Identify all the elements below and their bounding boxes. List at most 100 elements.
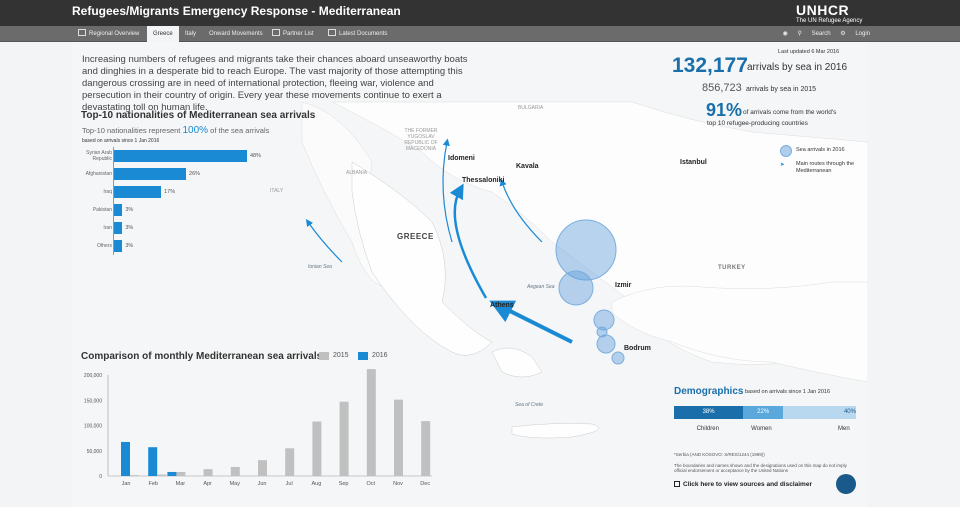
nationality-bar[interactable] [114, 204, 123, 216]
nationalities-subtitle-pct: 100% [182, 125, 209, 136]
nationality-bar[interactable] [114, 222, 123, 234]
month-bar-2015[interactable] [258, 460, 267, 476]
nationality-row: Syrian Arab Republic 48% [72, 150, 272, 162]
legend-routes: Main routes through the Mediterranean [796, 161, 855, 174]
nationality-label: Iran [103, 225, 112, 231]
nationality-value: 3% [125, 243, 134, 249]
nationality-label: Afghanistan [85, 171, 112, 177]
tab-onward-movements[interactable]: Onward Movements [203, 26, 269, 42]
demographics-title: Demographics [674, 386, 744, 397]
month-bar-2015[interactable] [176, 472, 186, 476]
month-bar-2016[interactable] [167, 471, 177, 476]
nationality-value: 17% [164, 189, 176, 195]
nationality-value: 48% [250, 153, 262, 159]
x-tick-label: Jan [122, 481, 131, 487]
demographic-label: Women [751, 426, 772, 432]
sources-link[interactable]: Click here to view sources and disclaime… [674, 481, 812, 488]
y-tick-label: 150,000 [84, 398, 102, 404]
country-greece: GREECE [397, 232, 434, 241]
sea-aegean: Aegean Sea [527, 284, 555, 290]
month-bar-2015[interactable] [394, 399, 403, 476]
tab-latest-documents[interactable]: Latest Documents [322, 26, 393, 42]
month-bar-2015[interactable] [203, 469, 213, 476]
x-tick-label: May [230, 481, 241, 487]
country-macedonia: THE FORMER YUGOSLAV REPUBLIC OF MACEDONI… [404, 128, 438, 152]
nav-right: ◉ ⚲ Search ⚙ Login [775, 26, 870, 42]
nationalities-subtitle-text: Top-10 nationalities represent [82, 126, 181, 135]
logo-name: UNHCR [796, 2, 850, 18]
city-athens[interactable]: Athens [490, 302, 514, 309]
arrivals-2016-value: 132,177 [672, 54, 748, 77]
tab-regional-overview[interactable]: Regional Overview [72, 26, 145, 42]
country-albania: ALBANIA [346, 170, 368, 176]
city-istanbul[interactable]: Istanbul [680, 159, 707, 166]
month-bar-2015[interactable] [339, 401, 349, 476]
nationalities-subtitle-end: of the sea arrivals [210, 126, 270, 135]
x-tick-label: Dec [420, 481, 430, 487]
tab-partner-list[interactable]: Partner List [266, 26, 320, 42]
home-icon [78, 29, 86, 36]
refugee-pct-value: 91% [706, 100, 743, 120]
sources-label: Click here to view sources and disclaime… [683, 481, 812, 488]
city-bodrum[interactable]: Bodrum [624, 345, 651, 352]
search-link[interactable]: ⚲ Search [797, 31, 831, 37]
month-bar-2016[interactable] [148, 447, 158, 476]
nationality-bar[interactable] [114, 240, 123, 252]
nationality-bar[interactable] [114, 150, 247, 162]
legend-2015-swatch [319, 352, 329, 360]
tab-label: Greece [153, 31, 173, 37]
nationality-value: 3% [125, 225, 134, 231]
tab-label: Onward Movements [209, 31, 263, 37]
demographic-label: Children [696, 426, 719, 432]
map[interactable]: 0 50,000 100,000 150,000 200,000 Jan Feb Mar Apr… [72, 42, 868, 507]
y-tick-label: 200,000 [84, 373, 102, 379]
nationality-bar[interactable] [114, 186, 162, 198]
city-thessaloniki[interactable]: Thessaloniki [462, 177, 505, 184]
x-tick-label: Jul [286, 481, 293, 487]
arrivals-legend-icon [780, 145, 792, 157]
month-bar-2015[interactable] [130, 475, 139, 476]
x-tick-label: Apr [203, 481, 212, 487]
month-bar-2015[interactable] [285, 448, 295, 476]
demographics-note: based on arrivals since 1 Jan 2016 [745, 389, 830, 395]
nationality-row: Iran 3% [72, 222, 272, 234]
month-bar-2015[interactable] [312, 421, 322, 476]
city-izmir[interactable]: Izmir [615, 282, 632, 289]
city-kavala[interactable]: Kavala [516, 163, 539, 170]
y-tick-label: 50,000 [87, 449, 103, 455]
month-bar-2015[interactable] [366, 369, 376, 476]
demographic-segment-children[interactable]: 38% [674, 406, 744, 419]
nationalities-axis [113, 147, 114, 255]
login-link[interactable]: ⚙ Login [840, 31, 870, 37]
month-bar-2015[interactable] [421, 421, 431, 476]
nationality-label: Iraq [103, 189, 112, 195]
unhcr-logo[interactable]: UNHCR The UN Refugee Agency [796, 2, 862, 24]
month-bar-2016[interactable] [121, 441, 130, 476]
demographic-segment-men[interactable]: 40% [783, 406, 856, 419]
legend-2015-label: 2015 [333, 352, 349, 359]
x-tick-label: Jun [258, 481, 267, 487]
refugee-pct-label2: top 10 refugee-producing countries [707, 120, 808, 127]
tab-greece[interactable]: Greece [147, 26, 179, 42]
city-idomeni[interactable]: Idomeni [448, 155, 475, 162]
demographic-segment-women[interactable]: 22% [743, 406, 784, 419]
refugee-pct-label: of arrivals come from the world's [743, 109, 837, 116]
nationality-label: Pakistan [92, 207, 112, 213]
month-bar-2015[interactable] [230, 466, 240, 476]
sea-crete: Sea of Crete [515, 402, 544, 408]
nav-bar: Regional Overview Greece Italy Onward Mo… [0, 26, 960, 42]
tab-italy[interactable]: Italy [179, 26, 202, 42]
legend-arrivals: Sea arrivals in 2016 [796, 147, 845, 153]
disclaimer-text: The boundaries and names shown and the d… [674, 463, 847, 473]
nationality-row: Others 3% [72, 240, 272, 252]
nationality-row: Pakistan 3% [72, 204, 272, 216]
x-tick-label: Aug [312, 481, 322, 487]
arrivals-2015-value: 856,723 [702, 82, 742, 94]
tab-label: Latest Documents [339, 31, 388, 37]
rss-icon[interactable]: ◉ [782, 31, 788, 37]
country-turkey: TURKEY [718, 265, 746, 271]
pdf-download-icon[interactable] [836, 474, 856, 494]
demographic-label: Men [838, 426, 850, 432]
nationality-bar[interactable] [114, 168, 187, 180]
month-bar-2015[interactable] [157, 474, 167, 476]
